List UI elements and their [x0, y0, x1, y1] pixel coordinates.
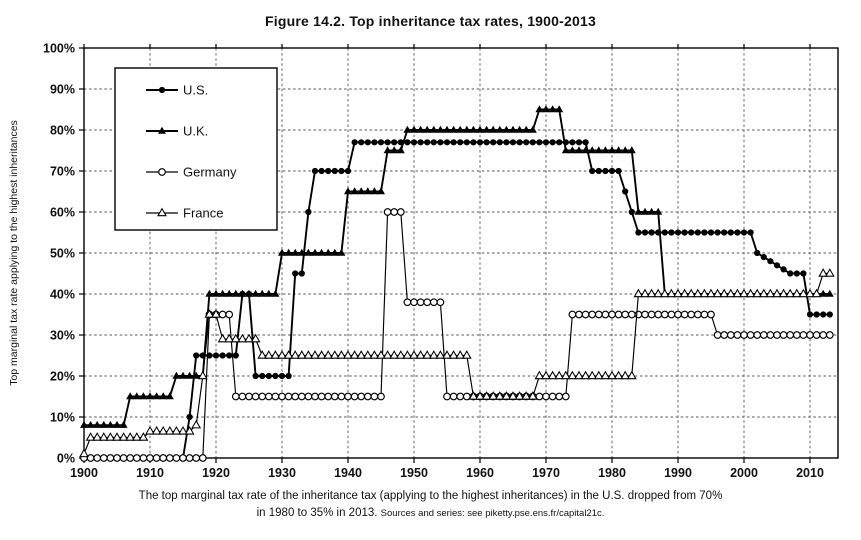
open-triangle-marker-icon: [157, 207, 167, 217]
legend-label: U.S.: [183, 83, 208, 98]
x-tick-label: 2000: [730, 466, 758, 480]
open-circle-marker-icon: [158, 168, 166, 176]
figure-caption: The top marginal tax rate of the inherit…: [50, 488, 811, 522]
y-tick-label: 20%: [50, 370, 75, 384]
caption-line-1: The top marginal tax rate of the inherit…: [138, 490, 723, 502]
series-france: [79, 268, 835, 458]
caption-row-2: in 1980 to 35% in 2013. Sources and seri…: [50, 505, 811, 522]
y-tick-label: 30%: [50, 329, 75, 343]
legend-item-france: France: [146, 206, 223, 221]
legend-label: Germany: [183, 165, 237, 180]
caption-source: Sources and series: see piketty.pse.ens.…: [380, 508, 605, 519]
x-tick-label: 1960: [466, 466, 494, 480]
y-tick-label: 70%: [50, 165, 75, 179]
filled-circle-marker-icon: [158, 86, 166, 94]
x-tick-label: 1900: [70, 466, 98, 480]
caption-row-1: The top marginal tax rate of the inherit…: [50, 488, 811, 505]
filled-triangle-marker-icon: [158, 126, 166, 134]
y-tick-label: 50%: [50, 247, 75, 261]
y-tick-label: 100%: [43, 42, 75, 56]
legend: U.S. U.K. Germany France: [114, 67, 278, 231]
x-tick-label: 1970: [532, 466, 560, 480]
legend-item-us: U.S.: [146, 83, 208, 98]
legend-label: France: [183, 206, 223, 221]
x-tick-label: 1910: [136, 466, 164, 480]
x-tick-label: 1920: [202, 466, 230, 480]
x-tick-label: 1990: [664, 466, 692, 480]
series-uk: [80, 105, 834, 428]
x-tick-label: 1930: [268, 466, 296, 480]
x-tick-label: 2010: [796, 466, 824, 480]
chart-title: Figure 14.2. Top inheritance tax rates, …: [265, 13, 596, 29]
x-tick-label: 1950: [400, 466, 428, 480]
legend-item-germany: Germany: [146, 165, 237, 180]
legend-label: U.K.: [183, 124, 208, 139]
x-tick-label: 1940: [334, 466, 362, 480]
y-axis-title: Top marginal tax rate applying to the hi…: [8, 120, 20, 386]
y-tick-label: 0%: [57, 452, 75, 466]
caption-line-2: in 1980 to 35% in 2013.: [256, 507, 378, 519]
y-tick-label: 80%: [50, 124, 75, 138]
series-us: [80, 139, 833, 462]
x-tick-label: 1980: [598, 466, 626, 480]
y-tick-label: 60%: [50, 206, 75, 220]
legend-box: [114, 67, 278, 231]
legend-item-uk: U.K.: [146, 124, 208, 139]
y-tick-label: 90%: [50, 83, 75, 97]
chart-canvas: 1900 1910 1920 1930 1940 1950 1960 1970 1980 1990…: [43, 42, 839, 480]
y-tick-label: 40%: [50, 288, 75, 302]
y-tick-label: 10%: [50, 411, 75, 425]
